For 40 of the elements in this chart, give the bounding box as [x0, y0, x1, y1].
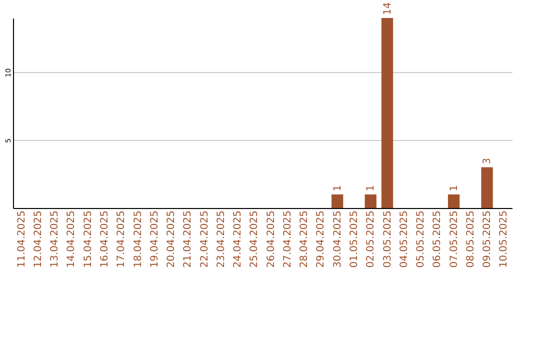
x-tick-label: 04.05.2025 [398, 210, 410, 268]
x-tick-label: 27.04.2025 [282, 210, 294, 268]
x-tick-label: 03.05.2025 [382, 210, 394, 268]
bar [448, 194, 460, 208]
x-tick-label: 26.04.2025 [266, 210, 277, 268]
x-tick-label: 20.04.2025 [166, 210, 178, 268]
x-tick-label: 08.05.2025 [465, 210, 476, 268]
x-tick-label: 21.04.2025 [182, 210, 194, 268]
bar [481, 167, 493, 208]
data-label: 3 [482, 158, 494, 164]
data-label: 14 [382, 2, 394, 15]
x-tick-label: 15.04.2025 [82, 210, 94, 268]
x-tick-label: 22.04.2025 [199, 210, 210, 268]
x-tick-label: 28.04.2025 [299, 210, 310, 268]
data-label: 1 [366, 185, 377, 192]
x-tick-label: 19.04.2025 [149, 210, 160, 268]
x-tick-label: 18.04.2025 [132, 210, 144, 268]
x-tick-label: 13.04.2025 [50, 210, 61, 268]
x-tick-label: 24.04.2025 [232, 210, 244, 268]
x-tick-label: 01.05.2025 [348, 210, 360, 268]
x-tick-label: 11.04.2025 [16, 210, 28, 268]
bar [381, 18, 394, 208]
x-tick-label: 23.04.2025 [216, 210, 227, 268]
x-tick-label: 09.05.2025 [482, 210, 494, 268]
bar [332, 194, 344, 208]
x-tick-label: 07.05.2025 [448, 210, 460, 268]
x-tick-label: 10.05.2025 [498, 210, 510, 268]
x-tick-label: 14.04.2025 [66, 210, 78, 268]
x-tick-label: 30.04.2025 [332, 210, 344, 268]
x-tick-label: 16.04.2025 [99, 210, 110, 268]
x-tick-label: 05.05.2025 [416, 210, 427, 268]
x-tick-label: 12.04.2025 [32, 210, 44, 268]
data-label: 1 [332, 185, 344, 192]
data-label: 1 [448, 185, 460, 192]
x-tick-label: 06.05.2025 [432, 210, 444, 268]
x-tick-label: 29.04.2025 [316, 210, 327, 268]
x-tick-label: 25.04.2025 [249, 210, 260, 268]
bar [364, 194, 376, 208]
x-tick-label: 02.05.2025 [366, 210, 377, 268]
x-tick-label: 17.04.2025 [116, 210, 128, 268]
